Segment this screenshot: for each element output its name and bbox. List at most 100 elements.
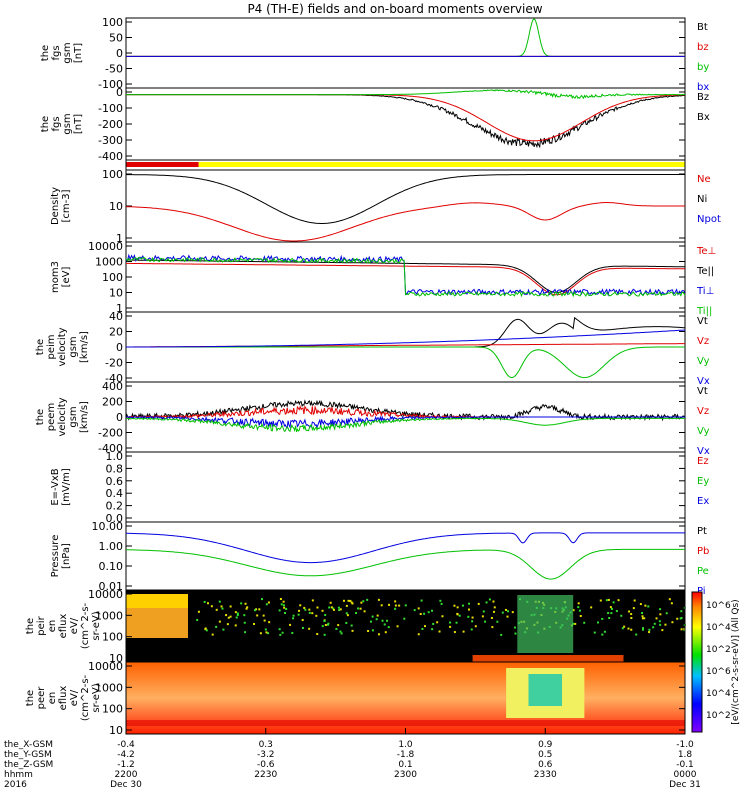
spectrogram-cell	[449, 621, 452, 624]
spectrogram-cell	[371, 629, 374, 632]
spectrogram-cell	[424, 625, 427, 628]
x-tick-label: -0.6	[257, 760, 275, 770]
spectrogram-cell	[366, 598, 369, 601]
spectrogram-cell	[236, 612, 239, 615]
y-axis-label: [nT]	[73, 43, 84, 63]
y-axis-label: en	[47, 620, 58, 633]
spectrogram-cell	[360, 601, 363, 604]
y-axis-label: the	[25, 618, 36, 634]
spectrogram-cell	[394, 607, 397, 610]
spectrogram-cell	[496, 620, 499, 623]
spectrogram-cell	[617, 599, 620, 602]
y-axis-label: [mV/m]	[61, 468, 72, 506]
legend-entry: Vt	[697, 316, 708, 327]
spectrogram-cell	[311, 599, 314, 602]
spectrogram-cell	[485, 601, 488, 604]
spectrogram-cell	[468, 602, 471, 605]
y-tick-label: 10	[109, 287, 123, 300]
y-tick-label: 0.6	[106, 475, 124, 488]
spectrogram-cell	[493, 606, 496, 609]
spectrogram-cell	[281, 631, 284, 634]
y-tick-label: 100	[102, 168, 123, 181]
y-tick-label: 100	[102, 631, 123, 644]
y-axis-label: fgs	[51, 45, 62, 60]
spectrogram-cell	[323, 633, 326, 636]
x-tick-label: 0.5	[538, 750, 552, 760]
spectrogram-cell	[500, 633, 503, 636]
spectrogram-cell	[643, 617, 646, 620]
spectrogram-cell	[363, 610, 366, 613]
spectrogram-cell	[206, 602, 209, 605]
spectrogram-cell	[453, 631, 456, 634]
spectrogram-cell	[583, 621, 586, 624]
spectrogram-cell	[605, 599, 608, 602]
spectrogram-cell	[642, 627, 645, 630]
y-tick-label: 10000	[88, 240, 123, 253]
y-axis-label: peim	[46, 334, 57, 359]
spectrogram-cell	[577, 606, 580, 609]
spectrogram-cell	[635, 633, 638, 636]
panel-frame	[125, 241, 686, 313]
spectrogram-cell	[481, 615, 484, 618]
curve-bz	[126, 89, 685, 100]
x-tick-label: 2230	[254, 770, 277, 780]
spectrogram-cell	[438, 630, 441, 633]
spectrogram-cell	[211, 633, 214, 636]
spectrogram-cell	[235, 616, 238, 619]
y-tick-label: 0.10	[99, 560, 124, 573]
spectrogram-cell	[417, 633, 420, 636]
legend-entry: Vt	[697, 386, 708, 397]
spectrogram-cell	[210, 605, 213, 608]
legend-entry: Pe	[697, 566, 709, 577]
spectrogram-cell	[349, 599, 352, 602]
spectrogram-cell	[324, 614, 327, 617]
spectrogram-cell	[641, 617, 644, 620]
spectrogram-cell	[608, 617, 611, 620]
y-axis-label: gsm	[62, 42, 73, 63]
spectrogram-cell	[246, 606, 249, 609]
spectrogram-cell	[427, 611, 430, 614]
spectrogram-cell	[652, 626, 655, 629]
spectrogram-cell	[321, 625, 324, 628]
spectrogram-cell	[577, 602, 580, 605]
spectrogram-cell	[659, 608, 662, 611]
y-axis-label: the	[35, 409, 46, 425]
y-tick-label: 100	[102, 16, 123, 29]
legend-entry: Ti||	[696, 306, 712, 317]
curve-ne	[125, 202, 685, 242]
spectrogram-cell	[279, 598, 282, 601]
spectrogram-cell	[664, 623, 667, 626]
spectrogram-cell	[245, 607, 248, 610]
spectrogram-cell	[440, 602, 443, 605]
spectrogram-cell	[215, 608, 218, 611]
spectrogram-cell	[670, 602, 673, 605]
legend-entry: Ez	[697, 456, 709, 467]
spectrogram-cell	[615, 610, 618, 613]
legend-entry: Ey	[697, 476, 709, 487]
spectrogram-cell	[572, 622, 575, 625]
y-axis-label: Density	[50, 187, 61, 225]
spectrogram-cell	[470, 628, 473, 631]
spectrogram-cell	[431, 628, 434, 631]
spectrogram-cell	[218, 620, 221, 623]
panel-frame	[125, 451, 686, 523]
y-tick-label: -200	[98, 427, 123, 440]
spectrogram-cell	[528, 674, 563, 706]
legend-entry: Vx	[697, 446, 710, 457]
mode-segment	[126, 162, 199, 167]
y-tick-label: 10	[109, 724, 123, 737]
legend-entry: Bt	[697, 22, 708, 33]
curve-vy	[126, 346, 685, 379]
spectrogram-cell	[308, 608, 311, 611]
curve-by	[126, 18, 685, 57]
curve-vy	[126, 417, 685, 433]
y-tick-label: 1.0	[106, 450, 124, 463]
y-axis-label: eV/	[69, 617, 80, 634]
x-tick-label: 0.1	[398, 760, 412, 770]
spectrogram-cell	[204, 627, 207, 630]
spectrogram-cell	[263, 619, 266, 622]
spectrogram-cell	[383, 623, 386, 626]
y-tick-label: 1	[116, 232, 123, 245]
spectrogram-cell	[367, 630, 370, 633]
y-tick-label: 1.00	[99, 540, 124, 553]
